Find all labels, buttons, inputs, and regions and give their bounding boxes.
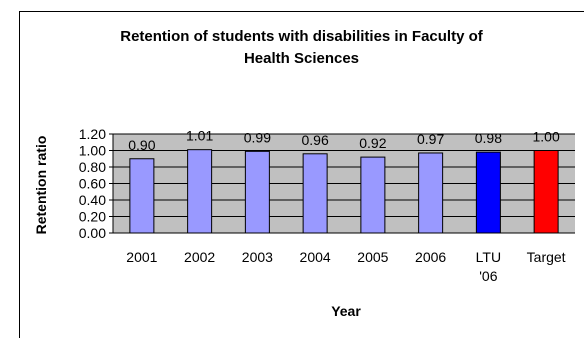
- y-tick-label: 0.00: [79, 225, 106, 241]
- chart-frame: [19, 11, 584, 338]
- chart-title-line-2: Health Sciences: [243, 50, 360, 67]
- x-tick-label: 2006: [415, 249, 446, 265]
- x-tick-label: Target: [527, 249, 566, 265]
- data-label: 1.01: [186, 128, 213, 144]
- data-label: 0.96: [302, 132, 329, 148]
- y-tick-label: 1.00: [79, 143, 106, 159]
- bar: [129, 158, 155, 234]
- bar: [302, 153, 328, 234]
- x-tick-label: 2004: [300, 249, 331, 265]
- bar: [244, 150, 270, 234]
- bar: [418, 152, 444, 234]
- chart-title-line-1: Retention of students with disabilities …: [120, 28, 483, 45]
- x-tick-label: 2003: [242, 249, 273, 265]
- x-tick-label: '06: [479, 268, 497, 284]
- x-tick-label: 2001: [126, 249, 157, 265]
- x-tick-label: 2002: [184, 249, 215, 265]
- y-axis-title: Retention ratio: [33, 136, 49, 235]
- data-label: 0.97: [417, 131, 444, 147]
- y-tick-label: 0.80: [79, 159, 106, 175]
- data-label: 0.99: [244, 129, 271, 145]
- x-axis-title: Year: [331, 303, 361, 319]
- y-axis-ticks: 0.000.200.400.600.801.001.20: [79, 126, 114, 241]
- bar: [187, 149, 213, 234]
- y-tick-label: 0.60: [79, 176, 106, 192]
- chart-title: Retention of students with disabilities …: [19, 26, 584, 70]
- data-label: 0.90: [128, 137, 155, 153]
- x-tick-label: 2005: [357, 249, 388, 265]
- bar: [475, 151, 501, 234]
- data-label: 0.98: [475, 130, 502, 146]
- x-axis-ticks: 2001 2002 2003 2004 2005 2006 LTU '06 Target: [113, 232, 575, 284]
- data-labels: 0.90 1.01 0.99 0.96 0.92 0.97 0.98 1.00: [128, 128, 560, 153]
- x-tick-label: LTU: [476, 249, 501, 265]
- y-tick-label: 1.20: [79, 126, 106, 142]
- bar: [533, 150, 559, 234]
- bars: [129, 149, 559, 234]
- y-tick-label: 0.40: [79, 192, 106, 208]
- bar: [360, 156, 386, 234]
- data-label: 1.00: [533, 129, 560, 145]
- y-tick-label: 0.20: [79, 209, 106, 225]
- data-label: 0.92: [359, 135, 386, 151]
